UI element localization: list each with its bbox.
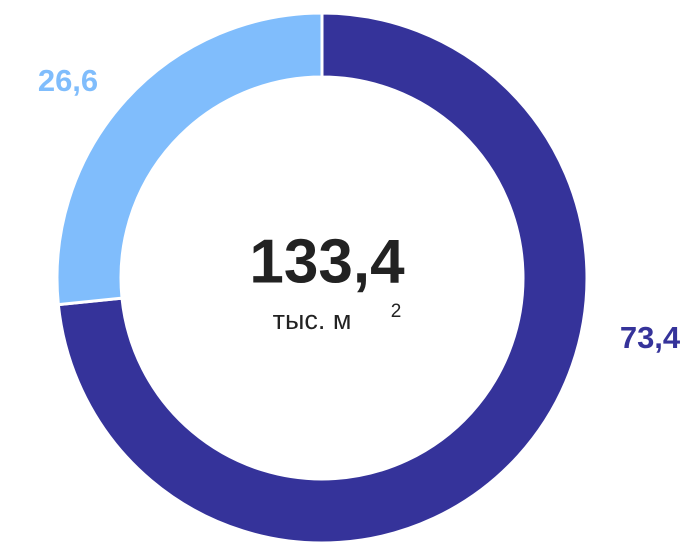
data-label: 26,6	[38, 63, 98, 98]
donut-segment	[55, 11, 324, 307]
center-unit: тыс. м	[273, 305, 352, 335]
center-unit-sup: 2	[391, 301, 402, 322]
center-value: 133,4	[249, 227, 405, 296]
donut-segment	[56, 11, 589, 543]
data-label: 73,4	[620, 320, 681, 355]
